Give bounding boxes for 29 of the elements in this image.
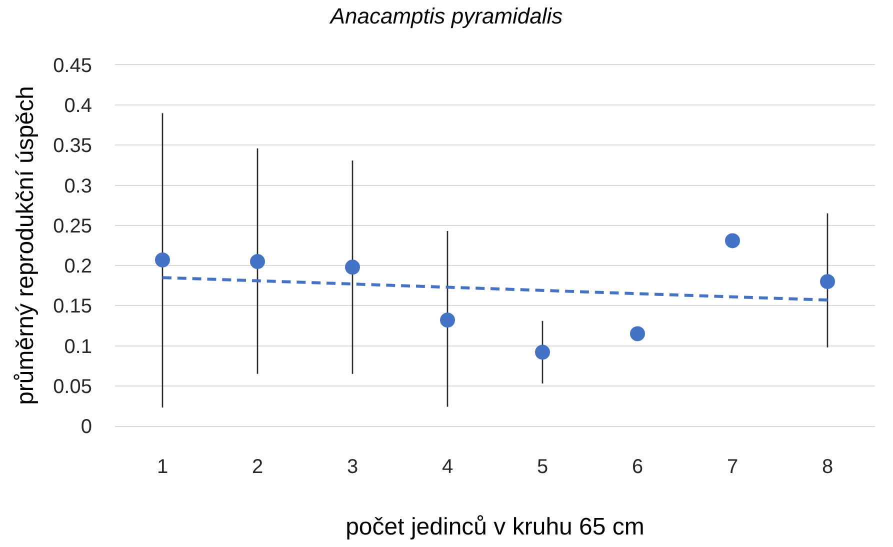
- y-tick-label: 0.15: [53, 296, 92, 318]
- y-tick-label: 0.35: [53, 135, 92, 158]
- point: [440, 312, 455, 328]
- x-tick-label: 7: [726, 456, 738, 478]
- x-tick-label: 5: [536, 456, 548, 478]
- y-tick-label: 0.1: [64, 336, 92, 358]
- point: [820, 274, 835, 290]
- y-tick-label: 0.45: [53, 55, 92, 77]
- point: [630, 326, 645, 342]
- x-tick-label: 3: [346, 456, 358, 478]
- y-axis-title: průměrný reprodukční úspěch: [12, 86, 40, 405]
- y-tick-label: 0.2: [64, 256, 92, 278]
- point: [250, 254, 265, 270]
- x-axis-title: počet jedinců v kruhu 65 cm: [346, 513, 644, 540]
- x-tick-label: 8: [822, 456, 834, 478]
- y-tick-label: 0.4: [64, 95, 92, 118]
- x-tick-label: 4: [442, 456, 454, 478]
- y-tick-label: 0: [80, 416, 92, 438]
- x-tick-label: 6: [632, 456, 644, 478]
- x-tick-label: 2: [252, 456, 264, 478]
- y-tick-label: 0.05: [53, 376, 92, 398]
- point: [725, 233, 740, 248]
- point: [155, 252, 170, 268]
- x-tick-label: 1: [156, 456, 168, 478]
- point: [345, 260, 360, 275]
- y-tick-label: 0.25: [53, 215, 92, 238]
- y-tick-label: 0.3: [64, 175, 92, 198]
- point: [535, 344, 550, 360]
- chart-title: Anacamptis pyramidalis: [328, 4, 563, 29]
